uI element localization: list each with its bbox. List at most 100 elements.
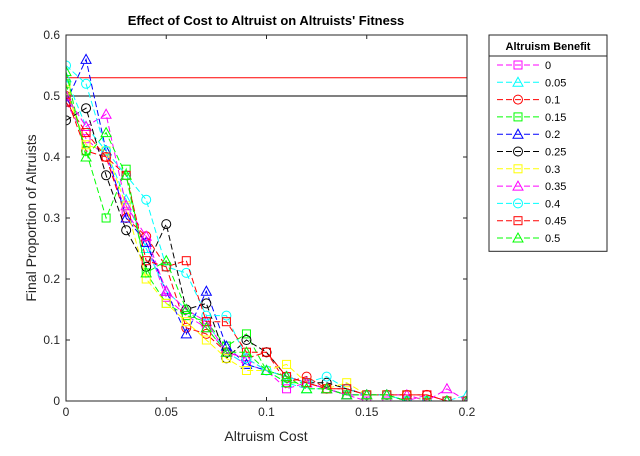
data-point — [300, 382, 313, 394]
data-point — [301, 371, 312, 382]
series-line — [66, 71, 467, 401]
legend-label: 0.45 — [545, 216, 566, 228]
legend-item: 0.35 — [497, 180, 566, 193]
data-point — [100, 108, 112, 119]
legend-item: 0.3 — [497, 164, 560, 176]
legend-box — [488, 34, 608, 252]
data-point — [180, 303, 193, 314]
data-point — [241, 353, 252, 364]
data-point — [181, 256, 191, 266]
series-line — [66, 65, 467, 401]
legend-label: 0.25 — [545, 147, 566, 159]
legend-label: 0.2 — [545, 129, 560, 141]
data-point — [141, 256, 151, 266]
legend-marker — [512, 128, 524, 139]
data-point — [201, 335, 211, 345]
x-tick-label: 0.1 — [258, 405, 275, 419]
data-point — [220, 340, 233, 351]
y-tick-label: 0.2 — [43, 272, 60, 286]
legend-marker — [513, 60, 523, 70]
plot-area: 0 0.05 0.1 0.15 0.2 0 0.1 0.2 0.3 0.4 0.5 0.6 — [43, 28, 475, 419]
legend-item: 0 — [497, 60, 551, 72]
data-point — [342, 378, 352, 388]
legend-title: Altruism Benefit — [506, 41, 591, 53]
legend-marker — [513, 112, 523, 122]
data-point — [321, 377, 332, 388]
y-tick-label: 0.5 — [43, 89, 60, 103]
x-tick-label: 0.2 — [459, 405, 476, 419]
legend-marker — [513, 164, 523, 174]
data-point — [66, 60, 71, 71]
data-point — [81, 103, 92, 114]
data-point — [221, 353, 231, 363]
data-point — [260, 364, 273, 375]
data-point — [241, 366, 251, 375]
data-point — [66, 96, 72, 107]
data-point — [200, 285, 213, 296]
y-axis-label: Final Proportion of Altruists — [23, 134, 39, 301]
data-point — [101, 213, 111, 223]
x-tick-label: 0.15 — [355, 405, 379, 419]
data-point — [66, 79, 71, 89]
data-point — [240, 346, 253, 357]
data-point — [121, 225, 132, 236]
x-axis-label: Altruism Cost — [224, 428, 307, 444]
data-point — [241, 329, 251, 339]
data-point — [101, 152, 111, 162]
data-point — [461, 388, 467, 400]
data-point — [80, 53, 92, 64]
data-point — [201, 328, 212, 339]
data-point — [120, 199, 132, 211]
data-point — [280, 370, 293, 382]
legend-label: 0.35 — [545, 181, 566, 193]
y-tick-label: 0.4 — [43, 150, 60, 164]
data-point — [181, 322, 192, 333]
data-point — [181, 311, 191, 321]
x-tick-label: 0.05 — [155, 405, 179, 419]
y-tick-label: 0 — [53, 394, 60, 408]
data-point — [180, 327, 193, 339]
plot-frame — [65, 34, 468, 402]
data-point — [262, 347, 271, 357]
legend-label: 0.5 — [545, 233, 560, 245]
legend-marker — [513, 216, 523, 226]
y-tick-label: 0.1 — [43, 333, 60, 347]
data-point — [100, 126, 112, 138]
data-point — [201, 317, 211, 327]
legend-label: 0.1 — [545, 95, 560, 107]
legend-item: 0.5 — [497, 231, 560, 245]
y-tick-label: 0.6 — [43, 28, 60, 42]
data-point — [282, 384, 292, 394]
chart-title: Effect of Cost to Altruist on Altruists'… — [128, 13, 405, 28]
series-line — [66, 101, 467, 401]
data-point — [422, 390, 432, 400]
series-group — [66, 53, 467, 401]
data-point — [66, 71, 72, 83]
legend-label: 0.05 — [545, 77, 566, 89]
data-point — [220, 346, 233, 357]
legend-marker — [513, 198, 523, 209]
legend-item: 0.15 — [497, 112, 566, 124]
data-point — [81, 140, 91, 150]
data-point — [441, 382, 453, 394]
legend-label: 0.4 — [545, 198, 560, 210]
legend-item: 0.45 — [497, 216, 566, 228]
data-point — [342, 384, 352, 394]
data-point — [80, 120, 92, 131]
data-point — [302, 378, 312, 388]
series-line — [66, 101, 467, 401]
data-point — [320, 382, 333, 394]
data-point — [140, 230, 153, 241]
legend-item: 0.4 — [497, 198, 560, 210]
data-point — [321, 371, 332, 382]
data-point — [121, 207, 131, 217]
legend-marker — [513, 94, 523, 105]
data-point — [66, 91, 71, 101]
legend: Altruism Benefit 0 0.05 0.1 0.15 0.2 0.25 0.3 0.… — [488, 34, 608, 252]
data-point — [362, 396, 372, 401]
legend-label: 0 — [545, 60, 551, 72]
data-point — [81, 78, 92, 89]
data-point — [282, 359, 292, 369]
data-point — [101, 145, 112, 156]
